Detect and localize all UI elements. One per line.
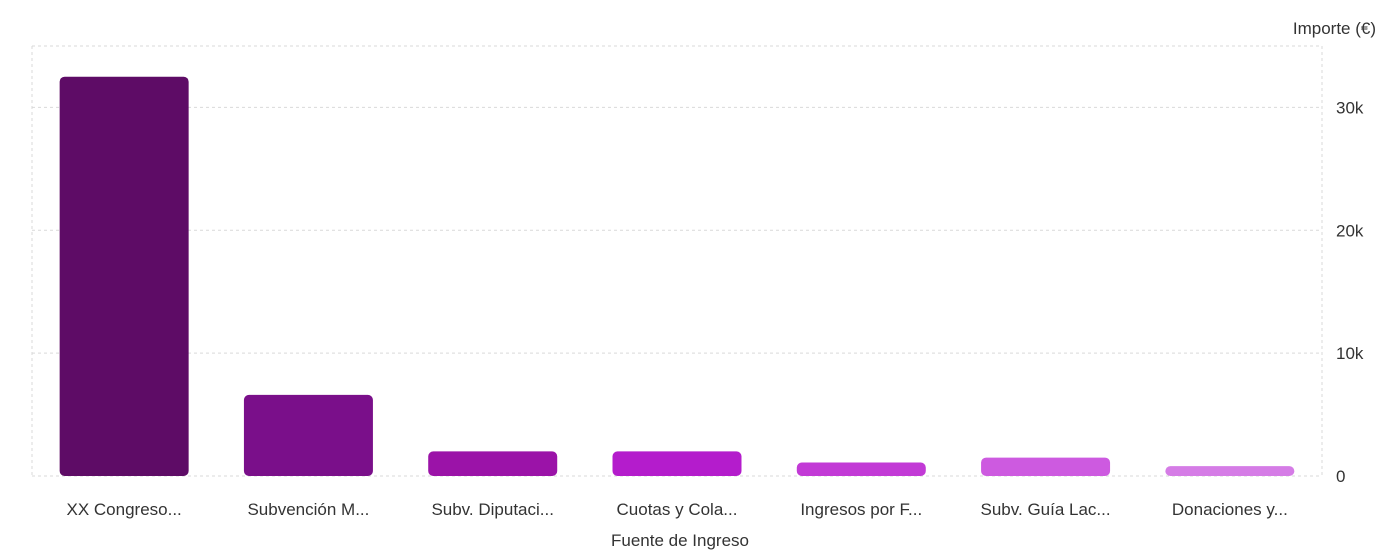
y-tick-label: 10k	[1336, 344, 1364, 363]
bar[interactable]	[59, 76, 189, 476]
x-tick-label: Ingresos por F...	[800, 500, 922, 519]
y-tick-label: 30k	[1336, 98, 1364, 117]
bar[interactable]	[1165, 466, 1295, 476]
bar[interactable]	[428, 451, 558, 476]
x-tick-label: Donaciones y...	[1172, 500, 1288, 519]
y-axis-ticks: 0 10k 20k 30k	[1336, 98, 1364, 486]
x-tick-label: XX Congreso...	[67, 500, 182, 519]
grid-lines	[31, 45, 1323, 477]
bar[interactable]	[243, 394, 373, 476]
y-axis-title: Importe (€)	[1293, 19, 1376, 38]
x-tick-label: Subvención M...	[247, 500, 369, 519]
bar[interactable]	[981, 457, 1111, 476]
bar[interactable]	[796, 462, 926, 476]
x-axis-title: Fuente de Ingreso	[611, 531, 749, 550]
x-tick-label: Subv. Diputaci...	[431, 500, 554, 519]
x-tick-label: Subv. Guía Lac...	[981, 500, 1111, 519]
y-tick-label: 0	[1336, 467, 1345, 486]
x-tick-label: Cuotas y Cola...	[617, 500, 738, 519]
bar[interactable]	[612, 451, 742, 476]
x-axis-ticks: XX Congreso... Subvención M... Subv. Diput…	[67, 500, 1288, 519]
y-tick-label: 20k	[1336, 221, 1364, 240]
bars-group	[59, 76, 1295, 476]
